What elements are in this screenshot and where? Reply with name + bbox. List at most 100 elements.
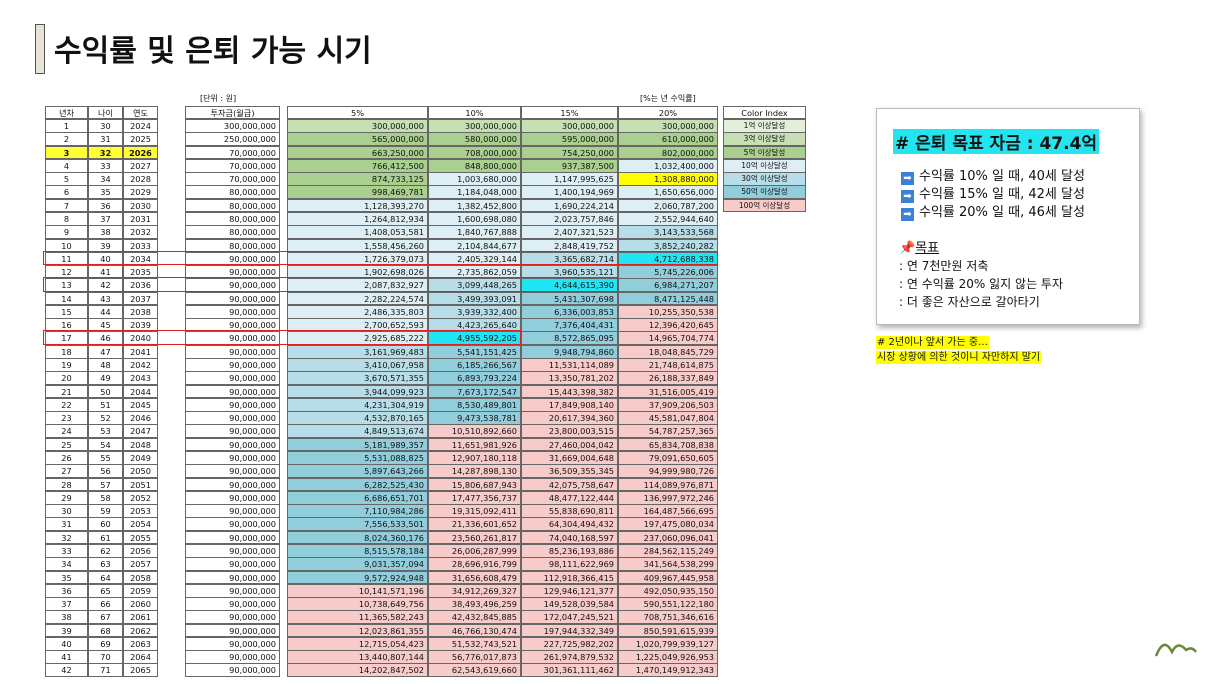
table-cell: 18,048,845,729 — [618, 344, 718, 359]
table-cell: 6,686,651,701 — [287, 490, 428, 505]
table-cell: 2063 — [123, 636, 158, 651]
table-cell: 1,184,048,000 — [428, 185, 521, 200]
table-cell: 65 — [88, 583, 123, 598]
table-cell: 26 — [45, 451, 88, 465]
color-index-item: 1억 이상달성 — [723, 119, 806, 133]
table-cell: 5,541,151,425 — [428, 344, 521, 359]
table-cell: 44 — [88, 304, 123, 319]
table-cell: 90,000,000 — [185, 358, 280, 372]
table-cell: 1,726,379,073 — [287, 251, 428, 266]
table-cell: 12,715,054,423 — [287, 636, 428, 651]
table-cell: 3 — [45, 145, 88, 160]
table-cell: 663,250,000 — [287, 145, 428, 160]
table-cell: 85,236,193,886 — [521, 543, 618, 558]
table-cell: 90,000,000 — [185, 517, 280, 532]
header-cell: 나이 — [88, 106, 123, 119]
table-cell: 37 — [45, 597, 88, 611]
table-cell: 9,572,924,948 — [287, 570, 428, 585]
bullet: ➡ 수익률 20% 일 때, 46세 달성 — [901, 201, 1085, 221]
table-cell: 60 — [88, 517, 123, 532]
table-cell: 2032 — [123, 225, 158, 239]
table-cell: 2,407,321,523 — [521, 225, 618, 239]
unit-note: [단위 : 원] — [200, 94, 237, 103]
table-cell: 31 — [88, 132, 123, 147]
table-cell: 708,000,000 — [428, 145, 521, 160]
table-cell: 34 — [88, 172, 123, 186]
table-cell: 1,382,452,800 — [428, 198, 521, 213]
table-cell: 261,974,879,532 — [521, 650, 618, 664]
table-cell: 90,000,000 — [185, 424, 280, 439]
bullet-text: 수익률 15% 일 때, 42세 달성 — [919, 187, 1085, 202]
bullet: ➡ 수익률 15% 일 때, 42세 달성 — [901, 183, 1085, 203]
table-cell: 40 — [88, 251, 123, 266]
table-cell: 15,806,687,943 — [428, 477, 521, 492]
table-cell: 90,000,000 — [185, 411, 280, 425]
table-cell: 90,000,000 — [185, 371, 280, 386]
highlight-box — [43, 330, 521, 345]
table-cell: 90,000,000 — [185, 490, 280, 505]
table-cell: 17 — [45, 331, 88, 346]
table-cell: 20 — [45, 371, 88, 386]
table-cell: 708,751,346,616 — [618, 610, 718, 625]
header-cell: 10% — [428, 106, 521, 119]
table-cell: 2044 — [123, 384, 158, 399]
table-cell: 7 — [45, 198, 88, 213]
table-cell: 46,766,130,474 — [428, 623, 521, 638]
table-cell: 3,410,067,958 — [287, 358, 428, 372]
table-cell: 17,849,908,140 — [521, 397, 618, 412]
table-cell: 31,656,608,479 — [428, 570, 521, 585]
table-cell: 610,000,000 — [618, 132, 718, 147]
table-cell: 11,651,981,926 — [428, 437, 521, 452]
table-cell: 29 — [45, 490, 88, 505]
table-cell: 80,000,000 — [185, 211, 280, 226]
table-cell: 4,231,304,919 — [287, 397, 428, 412]
table-cell: 98,111,622,969 — [521, 557, 618, 571]
table-cell: 6,893,793,224 — [428, 371, 521, 386]
table-cell: 52 — [88, 411, 123, 425]
table-cell: 70,000,000 — [185, 145, 280, 160]
page-title: 수익률 및 은퇴 가능 시기 — [54, 34, 372, 69]
table-cell: 9,031,357,094 — [287, 557, 428, 571]
table-cell: 28,696,916,799 — [428, 557, 521, 571]
table-cell: 31,516,005,419 — [618, 384, 718, 399]
table-cell: 22 — [45, 397, 88, 412]
table-cell: 2042 — [123, 358, 158, 372]
goal-item: : 연 수익률 20% 잃지 않는 투자 — [899, 277, 1064, 291]
table-cell: 300,000,000 — [185, 119, 280, 133]
table-cell: 64 — [88, 570, 123, 585]
color-index-item: 100억 이상달성 — [723, 198, 806, 213]
table-cell: 70 — [88, 650, 123, 664]
table-cell: 90,000,000 — [185, 597, 280, 611]
table-cell: 848,800,000 — [428, 158, 521, 173]
table-cell: 2026 — [123, 145, 158, 160]
table-cell: 595,000,000 — [521, 132, 618, 147]
table-cell: 2061 — [123, 610, 158, 625]
highlight-box — [43, 250, 718, 266]
table-cell: 11,365,582,243 — [287, 610, 428, 625]
table-cell: 12 — [45, 265, 88, 279]
color-index-item: 50억 이상달성 — [723, 185, 806, 200]
table-cell: 197,475,080,034 — [618, 517, 718, 532]
table-cell: 33 — [88, 158, 123, 173]
table-cell: 2050 — [123, 464, 158, 479]
table-cell: 13,350,781,202 — [521, 371, 618, 386]
table-cell: 2,925,685,222 — [287, 331, 428, 346]
goal-heading: 📌목표 — [899, 241, 940, 256]
table-cell: 197,944,332,349 — [521, 623, 618, 638]
table-cell: 998,469,781 — [287, 185, 428, 200]
table-cell: 1,147,995,625 — [521, 172, 618, 186]
table-cell: 25 — [45, 437, 88, 452]
table-cell: 53 — [88, 424, 123, 439]
table-cell: 42,075,758,647 — [521, 477, 618, 492]
table-cell: 5,531,088,825 — [287, 451, 428, 465]
table-cell: 38,493,496,259 — [428, 597, 521, 611]
table-cell: 1,600,698,080 — [428, 211, 521, 226]
table-cell: 12,396,420,645 — [618, 318, 718, 332]
table-cell: 23 — [45, 411, 88, 425]
table-cell: 2028 — [123, 172, 158, 186]
table-cell: 55,838,690,811 — [521, 504, 618, 518]
table-cell: 37 — [88, 211, 123, 226]
table-cell: 7,376,404,431 — [521, 318, 618, 332]
table-cell: 2030 — [123, 198, 158, 213]
table-cell: 1,690,224,214 — [521, 198, 618, 213]
